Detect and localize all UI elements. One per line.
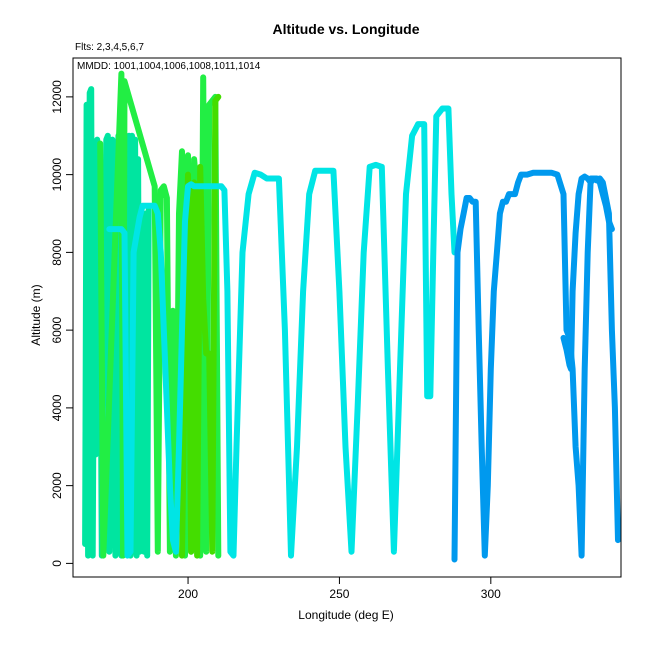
y-tick-label: 12000 (50, 80, 64, 114)
chart-title: Altitude vs. Longitude (273, 21, 420, 37)
series-layer (82, 70, 621, 563)
x-axis-label: Longitude (deg E) (298, 608, 393, 622)
y-tick-label: 6000 (50, 316, 64, 343)
x-tick-label: 300 (481, 587, 501, 601)
series-line-1 (82, 86, 152, 559)
series-line-2 (97, 70, 222, 559)
series-line-5 (451, 169, 621, 563)
axes-layer: 200 250 300 0 2000 4000 6000 8000 10000 12000 (50, 80, 501, 601)
y-tick-label: 8000 (50, 239, 64, 266)
series-line-4 (106, 105, 458, 559)
x-tick-label: 250 (329, 587, 349, 601)
y-tick-label: 4000 (50, 394, 64, 421)
series-line-6 (560, 173, 615, 372)
flights-annotation: Flts: 2,3,4,5,6,7 (75, 42, 144, 53)
y-tick-label: 10000 (50, 158, 64, 192)
y-tick-label: 0 (50, 560, 64, 567)
series-line-3 (179, 93, 222, 559)
y-axis-label: Altitude (m) (29, 284, 43, 345)
x-tick-label: 200 (178, 587, 198, 601)
y-tick-label: 2000 (50, 472, 64, 499)
mmdd-annotation: MMDD: 1001,1004,1006,1008,1011,1014 (77, 61, 261, 72)
